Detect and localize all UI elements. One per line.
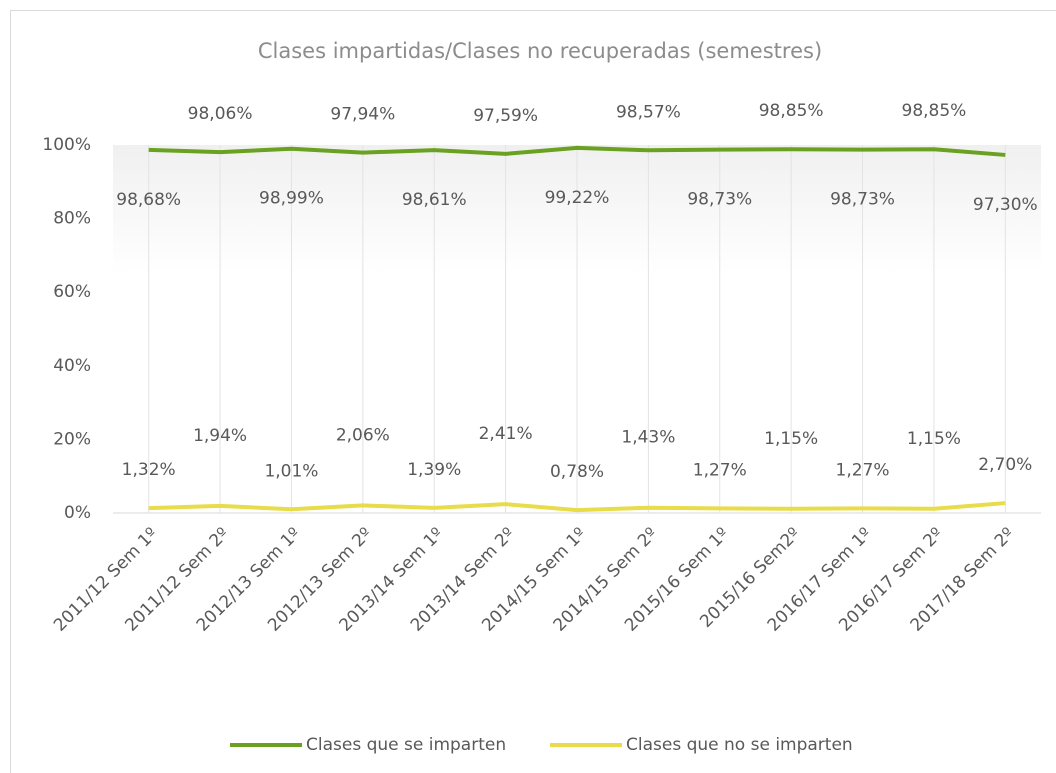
- legend-label: Clases que se imparten: [306, 735, 506, 755]
- data-label: 1,27%: [836, 460, 890, 480]
- y-tick-label: 20%: [53, 429, 91, 449]
- data-label: 98,06%: [188, 104, 253, 124]
- data-label: 1,39%: [407, 460, 461, 480]
- series-line: [148, 145, 1006, 157]
- data-label: 1,94%: [193, 426, 247, 446]
- data-label: 98,73%: [830, 190, 895, 210]
- data-label: 98,99%: [259, 189, 324, 209]
- data-label: 97,94%: [330, 105, 395, 125]
- data-label: 98,73%: [687, 190, 752, 210]
- data-label: 0,78%: [550, 462, 604, 482]
- y-tick-label: 100%: [42, 135, 91, 155]
- y-tick-label: 60%: [53, 282, 91, 302]
- data-label: 1,27%: [693, 460, 747, 480]
- data-label: 1,15%: [764, 429, 818, 449]
- series-line: [148, 501, 1006, 513]
- data-label: 1,15%: [907, 429, 961, 449]
- data-label: 1,43%: [621, 428, 675, 448]
- data-label: 2,70%: [978, 455, 1032, 475]
- legend-label: Clases que no se imparten: [626, 735, 853, 755]
- data-label: 98,85%: [902, 101, 967, 121]
- data-label: 98,57%: [616, 102, 681, 122]
- data-label: 98,68%: [116, 190, 181, 210]
- y-tick-label: 0%: [64, 503, 91, 523]
- data-label: 1,01%: [264, 461, 318, 481]
- data-label: 99,22%: [545, 188, 610, 208]
- data-label: 2,06%: [336, 425, 390, 445]
- chart-title: Clases impartidas/Clases no recuperadas …: [258, 39, 822, 63]
- data-label: 97,59%: [473, 106, 538, 126]
- data-label: 1,32%: [122, 460, 176, 480]
- data-label: 2,41%: [479, 424, 533, 444]
- data-label: 98,61%: [402, 190, 467, 210]
- data-label: 98,85%: [759, 101, 824, 121]
- data-label: 97,30%: [973, 195, 1038, 215]
- y-tick-label: 80%: [53, 209, 91, 229]
- y-tick-label: 40%: [53, 356, 91, 376]
